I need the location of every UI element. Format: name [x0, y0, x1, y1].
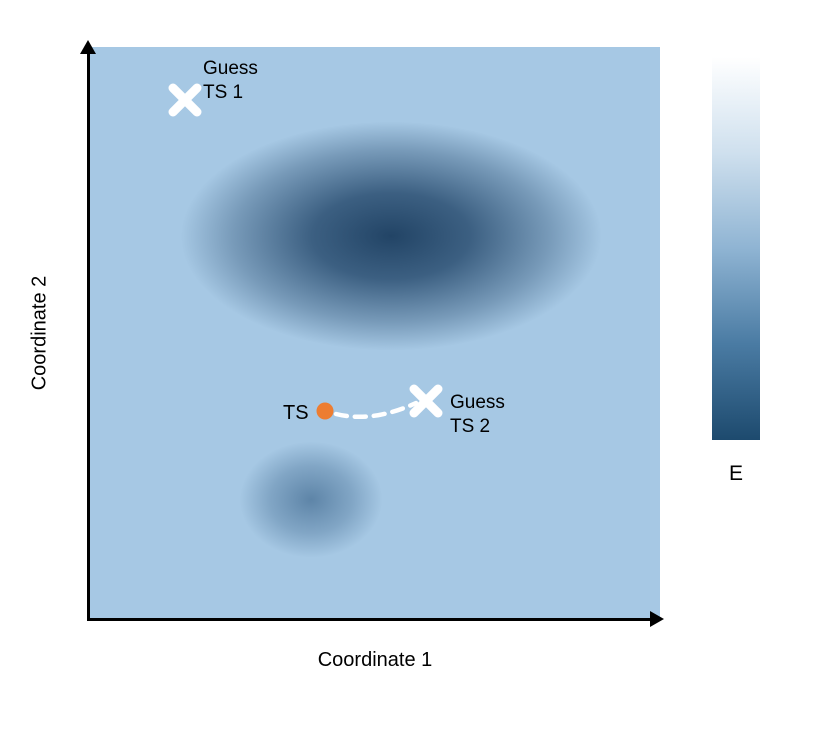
guess-ts1-x-marker-icon: [168, 83, 202, 117]
guess-ts2-label: Guess TS 2: [450, 391, 505, 439]
guess-ts2-label-line2: TS 2: [450, 416, 491, 437]
y-axis-line: [87, 50, 90, 621]
y-axis-arrowhead-icon: [80, 40, 96, 54]
ts-label: TS: [283, 402, 309, 424]
energy-surface-plot: [88, 47, 660, 620]
colorbar-label: E: [728, 462, 744, 485]
guess-ts1-label-line2: TS 1: [203, 82, 244, 103]
guess-ts1-label-line1: Guess: [203, 58, 258, 79]
x-axis-arrowhead-icon: [650, 611, 664, 627]
ts-dot-marker: [316, 402, 334, 420]
guess-ts1-label: Guess TS 1: [203, 57, 258, 105]
energy-colorbar: [712, 57, 760, 440]
y-axis-label: Coordinate 2: [28, 275, 51, 391]
x-axis-label: Coordinate 1: [317, 649, 433, 671]
guess-ts2-label-line1: Guess: [450, 392, 505, 413]
marker-layer: [168, 83, 443, 420]
guess-ts2-x-marker-icon: [409, 384, 443, 418]
ts-optimization-path: [333, 400, 419, 420]
x-axis-line: [88, 618, 652, 621]
